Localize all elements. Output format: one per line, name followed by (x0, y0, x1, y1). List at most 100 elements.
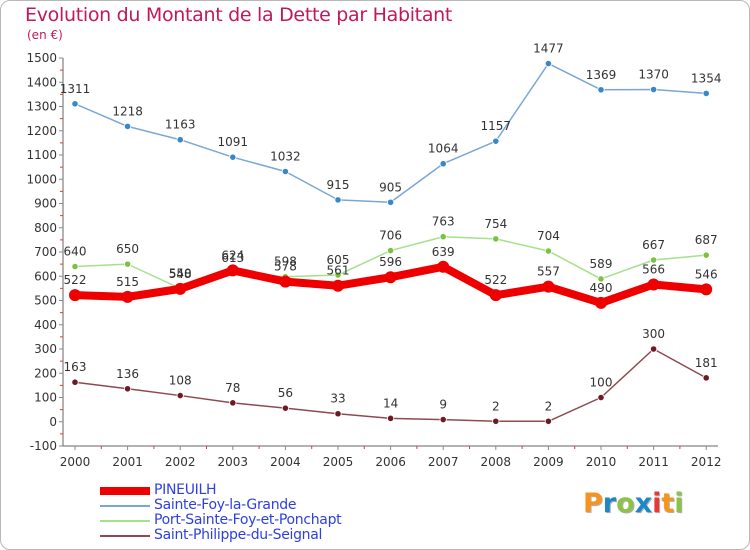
x-tick-label: 2006 (375, 455, 406, 469)
y-tick-label: 1100 (26, 148, 57, 162)
series-2-point (649, 345, 658, 353)
series-0-data-label: 1032 (270, 149, 301, 163)
series-1-point (386, 246, 395, 255)
y-tick-label: 1500 (26, 51, 57, 65)
series-0-data-label: 1477 (533, 42, 564, 56)
y-tick-label: -100 (30, 439, 57, 453)
series-3-data-label: 596 (379, 255, 402, 269)
x-tick-label: 2002 (165, 455, 196, 469)
series-3-point (174, 282, 187, 295)
y-tick-label: 700 (34, 245, 57, 259)
series-1-data-label: 589 (590, 257, 613, 271)
legend-swatch (100, 487, 150, 495)
unit-label: (en €) (27, 28, 63, 42)
series-1-point (334, 271, 342, 279)
logo-letter: t (661, 488, 675, 519)
series-3-data-label: 578 (274, 260, 297, 274)
y-tick-label: 800 (34, 221, 57, 235)
x-tick-label: 2004 (270, 455, 301, 469)
series-2-point (439, 415, 447, 424)
series-0-data-label: 1064 (428, 142, 459, 156)
series-2-point (544, 417, 553, 425)
series-2-point (702, 374, 710, 382)
logo-letter: o (616, 488, 635, 519)
series-3-data-label: 561 (327, 264, 350, 278)
logo-letter: P (583, 488, 603, 519)
x-tick-label: 2010 (586, 455, 617, 469)
series-1-point (544, 247, 553, 255)
y-tick-label: 600 (34, 269, 57, 283)
series-3-point (489, 289, 502, 302)
series-0-data-label: 905 (379, 180, 402, 194)
series-2-point (492, 417, 500, 425)
series-3-data-label: 522 (64, 273, 87, 287)
x-tick-label: 2001 (112, 455, 143, 469)
series-3-point (542, 280, 555, 293)
proxiti-logo[interactable]: Proxiti (583, 488, 684, 519)
series-1-data-label: 550 (169, 266, 192, 280)
series-3-point (647, 278, 660, 291)
logo-letter: i (652, 488, 662, 519)
series-0-point (124, 122, 132, 130)
series-3-data-label: 548 (169, 267, 192, 281)
series-2-data-label: 100 (590, 376, 613, 390)
series-0-data-label: 1354 (691, 71, 722, 85)
logo-letter: i (674, 488, 684, 519)
series-1-point (649, 256, 658, 264)
legend-label: Port-Sainte-Foy-et-Ponchapt (154, 512, 342, 528)
series-1-point (597, 275, 605, 283)
x-tick-label: 2000 (60, 455, 91, 469)
series-1-data-label: 763 (432, 215, 455, 229)
series-3-data-label: 515 (116, 275, 139, 289)
series-2-data-label: 300 (642, 327, 665, 341)
series-1-data-label: 650 (116, 242, 139, 256)
series-2-data-label: 33 (330, 392, 345, 406)
logo-letter: r (602, 488, 617, 519)
series-3-data-label: 522 (484, 273, 507, 287)
y-tick-label: 1300 (26, 100, 57, 114)
series-3-point (226, 264, 239, 277)
series-0-point (597, 86, 605, 94)
series-3-point (384, 271, 397, 284)
series-3-point (121, 290, 134, 303)
series-0-data-label: 915 (327, 178, 350, 192)
legend-swatch (100, 520, 150, 522)
x-tick-label: 2009 (533, 455, 564, 469)
series-1-data-label: 640 (64, 245, 87, 259)
y-tick-label: 0 (49, 415, 57, 429)
x-tick-label: 2011 (638, 455, 669, 469)
y-tick-label: 100 (34, 391, 57, 405)
series-2-data-label: 2 (545, 399, 553, 413)
x-tick-label: 2005 (323, 455, 354, 469)
x-tick-label: 2007 (428, 455, 459, 469)
chart-title: Evolution du Montant de la Dette par Hab… (25, 4, 453, 26)
y-tick-label: 900 (34, 197, 57, 211)
series-0-point (386, 198, 395, 206)
legend-label: Sainte-Foy-la-Grande (154, 497, 297, 513)
series-3-point (279, 275, 292, 288)
series-1-data-label: 613 (221, 251, 244, 265)
series-0-point (229, 153, 237, 161)
y-tick-label: 300 (34, 342, 57, 356)
y-tick-label: 1200 (26, 124, 57, 138)
series-0-data-label: 1218 (112, 104, 143, 118)
series-1-point (124, 260, 132, 268)
series-2-point (334, 410, 342, 418)
y-tick-label: 500 (34, 294, 57, 308)
series-1-data-label: 605 (327, 253, 350, 267)
series-2-data-label: 9 (439, 398, 447, 412)
series-2-data-label: 163 (64, 360, 87, 374)
series-2-point (386, 414, 395, 422)
y-tick-label: 1000 (26, 172, 57, 186)
series-2-point (229, 399, 237, 407)
series-3-point (69, 289, 81, 302)
series-0-data-label: 1091 (218, 135, 249, 149)
series-3-data-label: 490 (590, 281, 613, 295)
series-0-data-label: 1369 (586, 68, 617, 82)
series-0-point (334, 196, 342, 204)
series-0-point (492, 137, 500, 145)
series-3-data-label: 639 (432, 245, 455, 259)
series-1-data-label: 667 (642, 238, 665, 252)
series-2-point (281, 404, 289, 412)
y-tick-label: 200 (34, 366, 57, 380)
